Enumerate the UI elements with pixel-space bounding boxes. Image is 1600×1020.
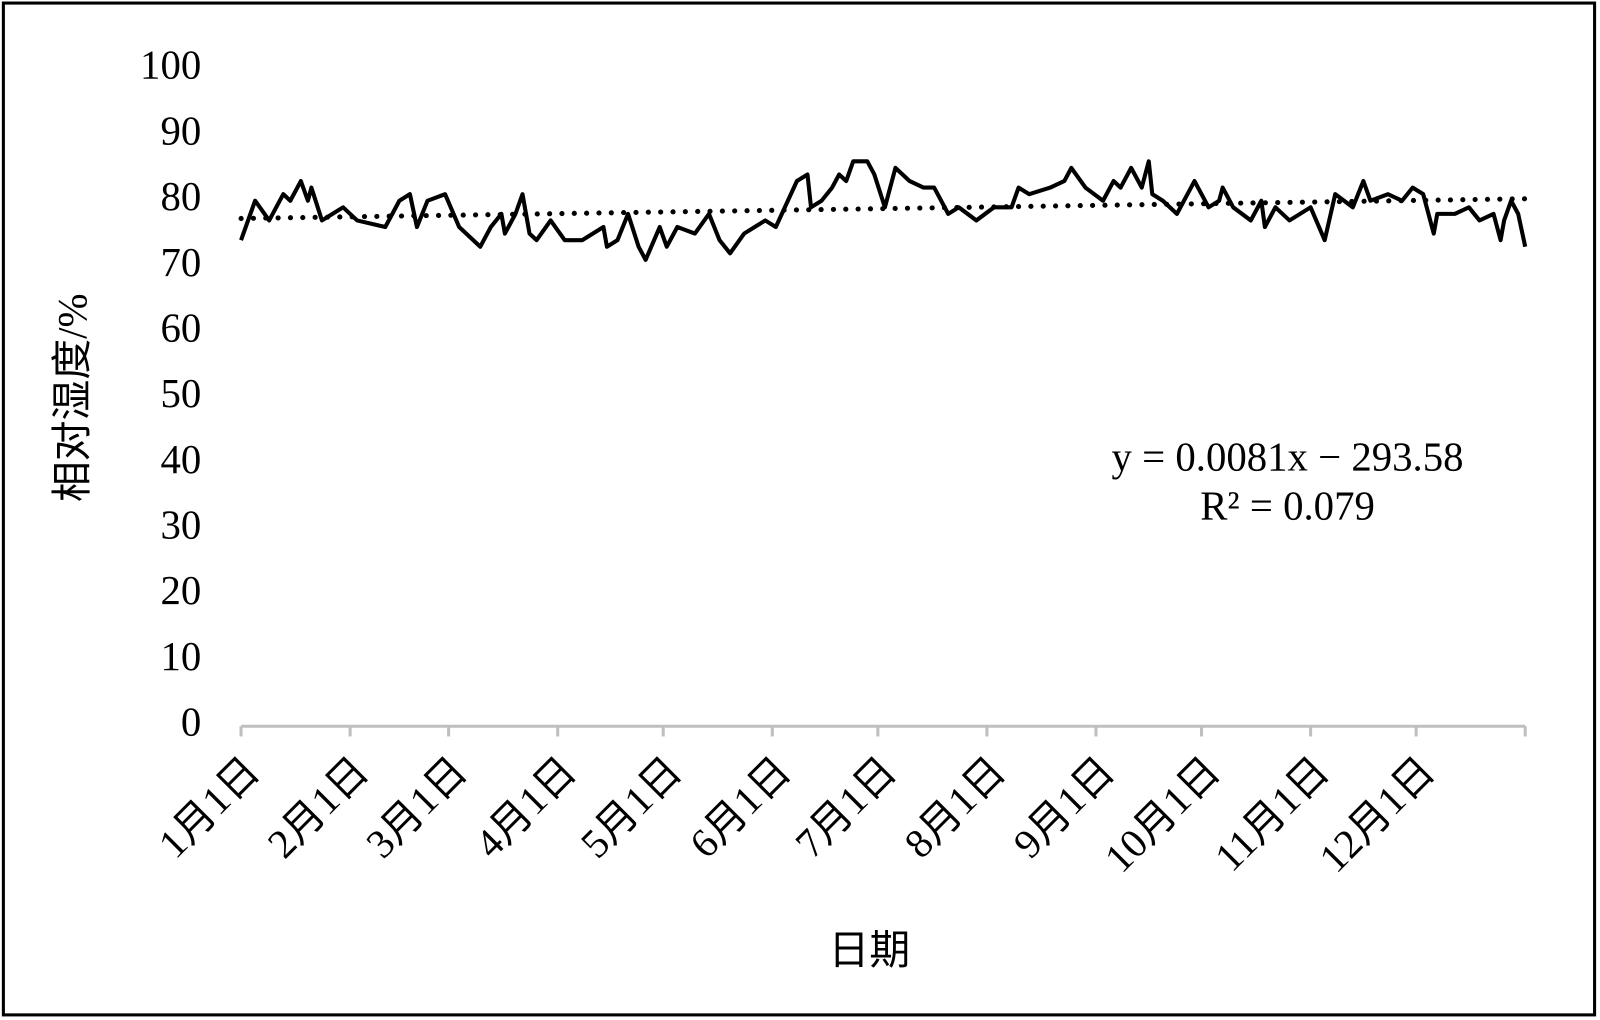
y-tick-label: 90	[160, 108, 201, 153]
y-tick-label: 30	[160, 503, 201, 548]
y-tick-label: 100	[140, 43, 201, 88]
y-tick-label: 10	[160, 634, 201, 679]
y-tick-label: 80	[160, 174, 201, 219]
r-squared: R² = 0.079	[1200, 483, 1375, 528]
trend-equation: y = 0.0081x − 293.58	[1112, 434, 1464, 479]
y-tick-label: 0	[181, 700, 201, 745]
trend-line	[238, 196, 1528, 222]
y-axis-label: 相对湿度/%	[50, 294, 95, 503]
y-tick-label: 20	[160, 568, 201, 613]
y-tick-label: 50	[160, 371, 201, 416]
humidity-line	[239, 159, 1528, 262]
y-tick-label: 70	[160, 240, 201, 285]
y-tick-label: 40	[160, 437, 201, 482]
x-axis-label: 日期	[829, 928, 911, 973]
y-tick-label: 60	[160, 305, 201, 350]
